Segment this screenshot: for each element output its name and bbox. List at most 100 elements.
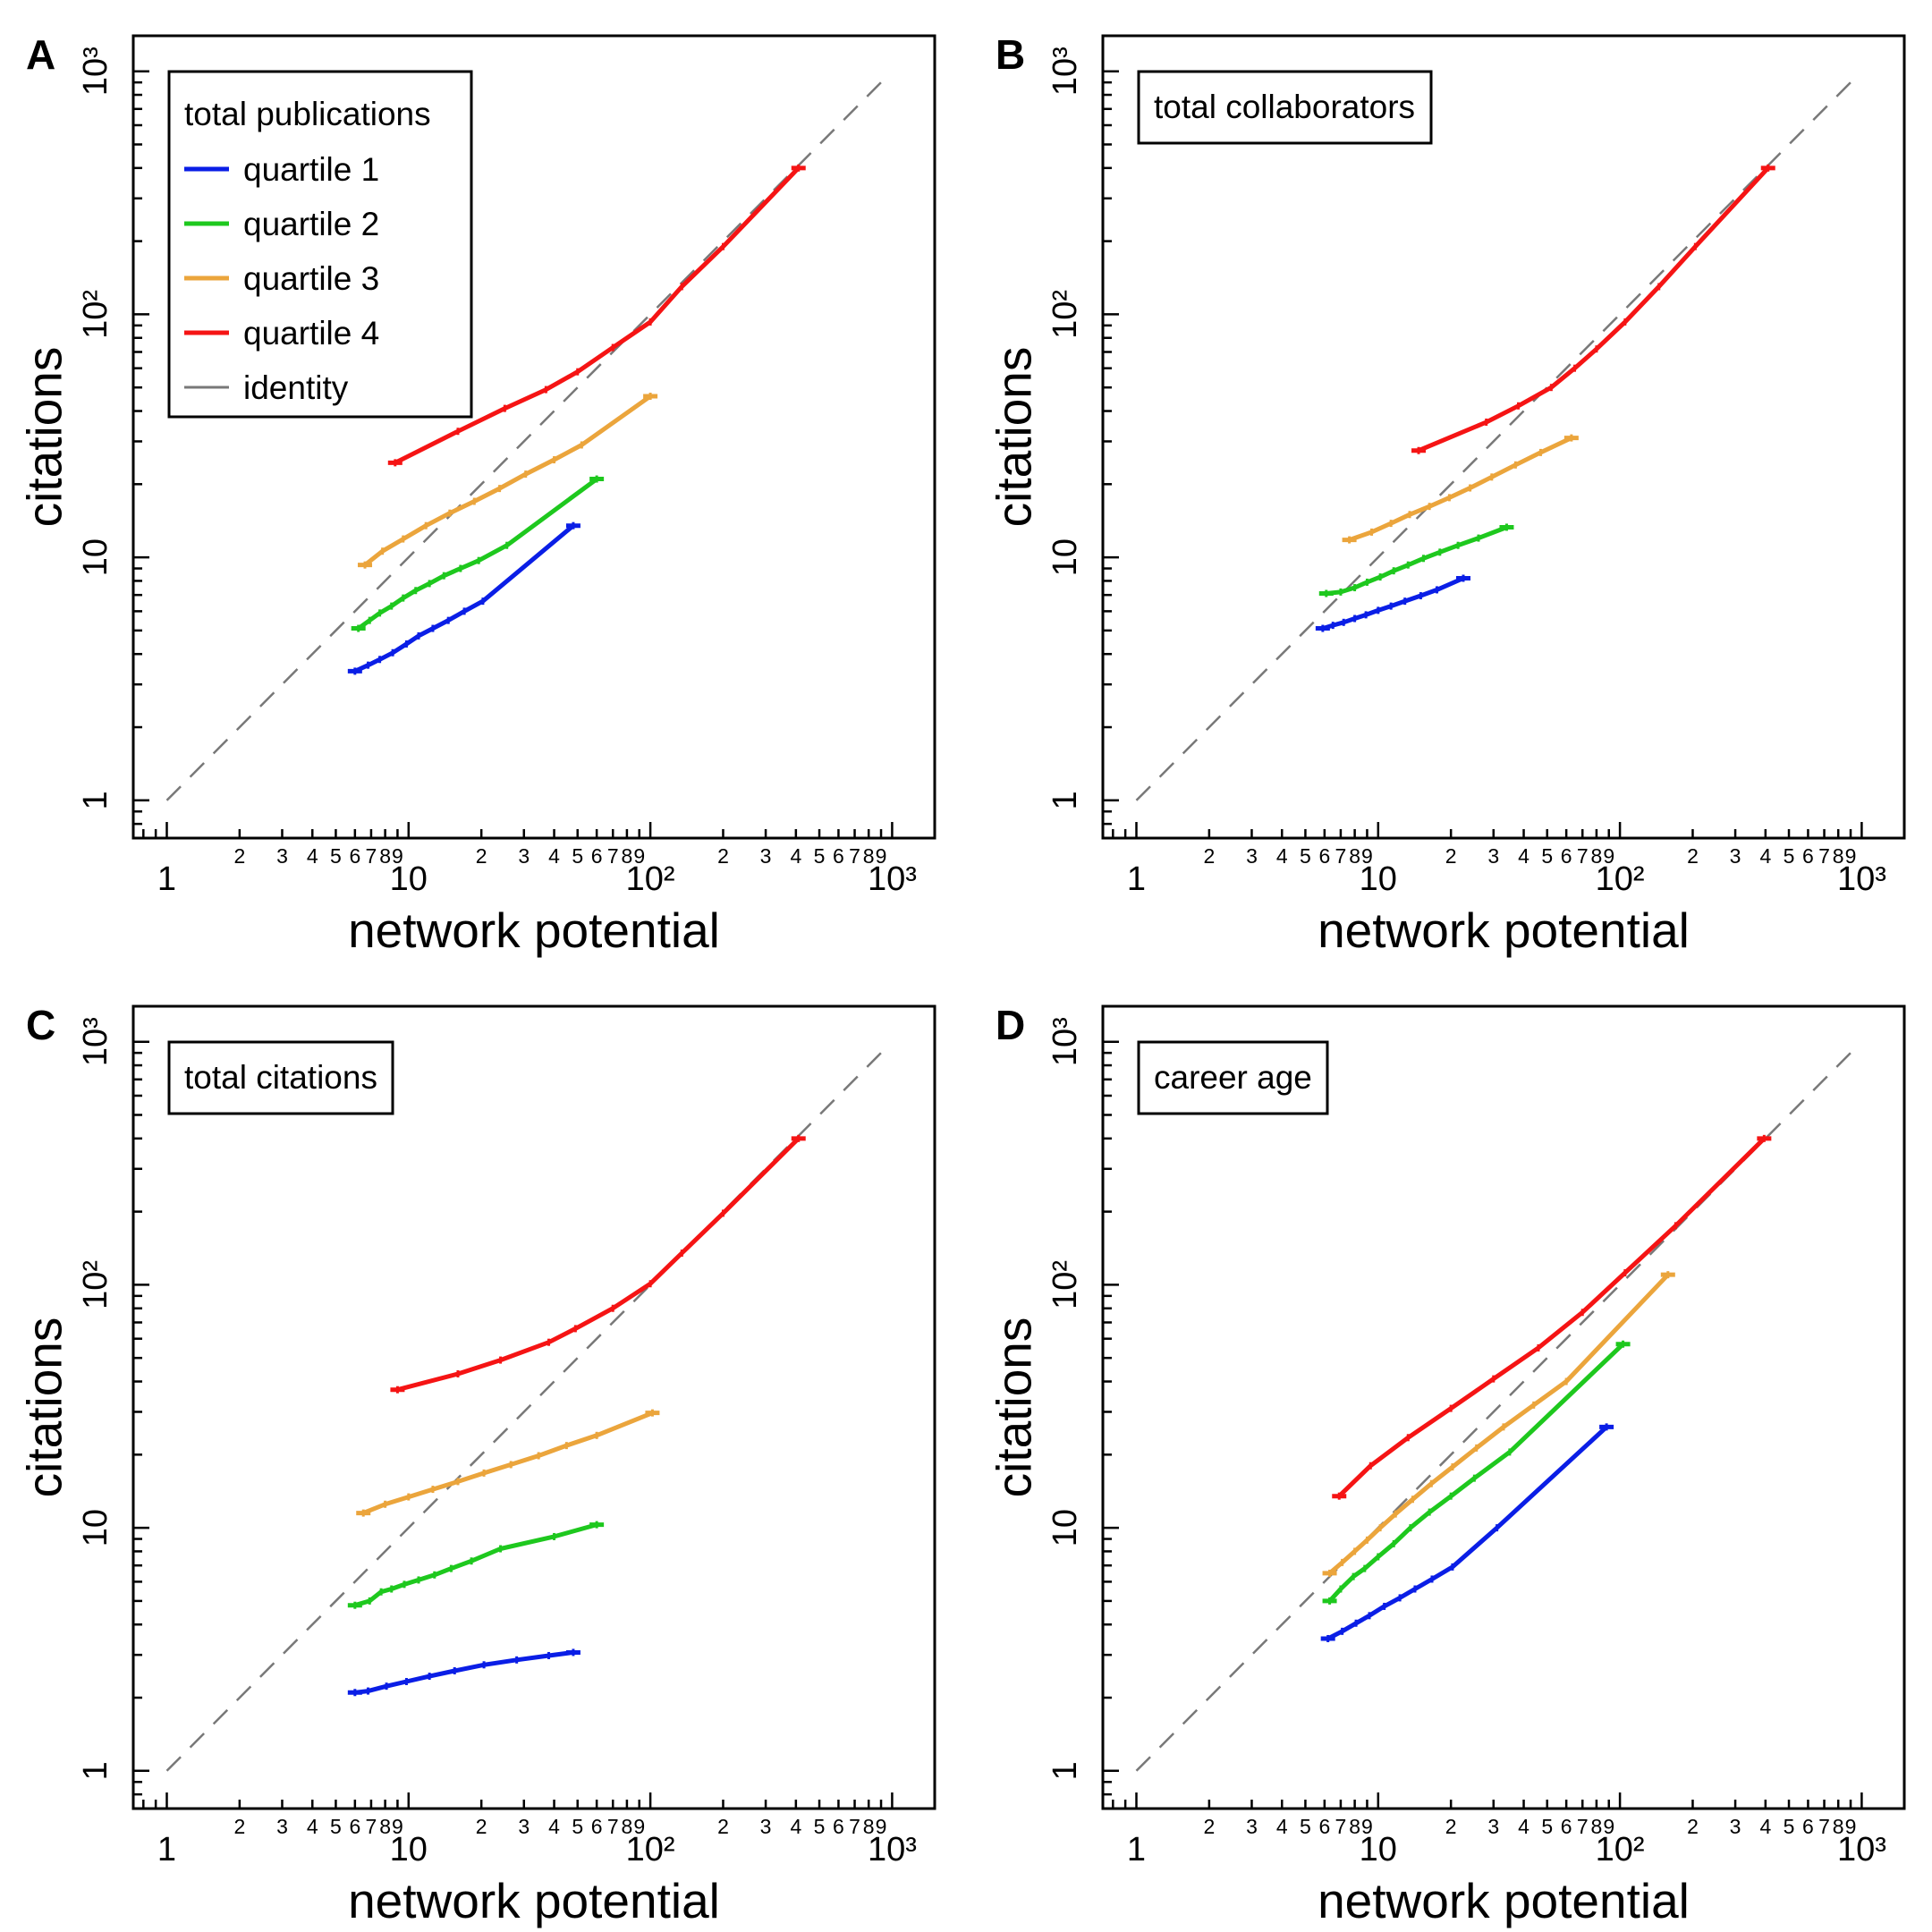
y-tick-label: 10³: [1046, 1017, 1084, 1066]
chart-title: career age: [1154, 1059, 1312, 1096]
x-minor-tick-label: 8: [1591, 844, 1603, 868]
series-line-quartile-2: [354, 1522, 597, 1608]
x-minor-tick-label: 9: [876, 1815, 887, 1838]
y-tick-label: 10²: [77, 1260, 114, 1309]
series-quartile-2: [1322, 1340, 1631, 1605]
series-line-quartile-2: [1327, 1342, 1625, 1603]
x-tick-label: 10: [1360, 1831, 1397, 1868]
x-minor-tick-label: 3: [518, 844, 530, 868]
x-tick-label: 1: [157, 860, 176, 898]
x-minor-tick-label: 3: [1730, 844, 1741, 868]
x-tick-label: 10³: [868, 860, 917, 898]
x-minor-tick-label: 2: [717, 1815, 729, 1838]
x-minor-tick-label: 3: [518, 1815, 530, 1838]
x-minor-tick-label: 3: [1246, 1815, 1258, 1838]
panel-letter: C: [26, 1002, 55, 1048]
x-minor-tick-label: 7: [1818, 1815, 1830, 1838]
plot-frame: [1101, 1004, 1906, 1810]
x-minor-tick-label: 3: [1730, 1815, 1741, 1838]
x-minor-tick-label: 5: [572, 844, 583, 868]
x-minor-tick-label: 8: [622, 1815, 633, 1838]
series-quartile-4: [1411, 164, 1775, 454]
legend-box: [167, 70, 473, 419]
panel-d: D2 3 4 5 6 7 8 9 2 3 4 5 6 7 8 9 2 3 4 5 6 7 8 91 10 10² 10³11010²…: [987, 1002, 1906, 1928]
series-quartile-2: [347, 1521, 605, 1609]
legend-label: quartile 4: [243, 315, 379, 352]
x-minor-tick-label: 2: [717, 844, 729, 868]
x-minor-tick-label: 4: [1518, 844, 1530, 868]
x-minor-tick-label: 8: [379, 1815, 391, 1838]
x-minor-tick-label: 9: [633, 844, 645, 868]
title-box: total collaborators: [1137, 70, 1433, 145]
x-minor-tick-label: 7: [849, 844, 860, 868]
series-quartile-3: [356, 1409, 660, 1517]
y-tick-label: 10³: [77, 47, 114, 96]
x-minor-tick-label: 8: [622, 844, 633, 868]
x-tick-label: 10³: [1837, 1831, 1886, 1868]
x-minor-tick-label: 6: [349, 844, 360, 868]
series-line-quartile-4: [1337, 1137, 1767, 1498]
legend-label: identity: [243, 369, 349, 406]
x-minor-tick-label: 4: [1759, 844, 1771, 868]
chart-title: total collaborators: [1154, 89, 1415, 125]
x-ticks: 2 3 4 5 6 7 8 9 2 3 4 5 6 7 8 9 2 3 4 5 6 7 8 91 10 10² 10³: [1112, 1792, 1886, 1868]
panel-letter: A: [26, 31, 55, 78]
x-minor-tick-label: 3: [1246, 844, 1258, 868]
x-minor-tick-label: 7: [607, 844, 619, 868]
series-line-quartile-3: [363, 394, 652, 567]
x-minor-tick-label: 2: [476, 1815, 487, 1838]
series-quartile-1: [347, 521, 580, 675]
panel-letter: D: [996, 1002, 1025, 1048]
x-tick-label: 10³: [868, 1831, 917, 1868]
plot-frame: [131, 1004, 936, 1810]
x-minor-tick-label: 7: [849, 1815, 860, 1838]
y-axis-label: citations: [987, 1318, 1042, 1498]
legend-label: quartile 2: [243, 206, 379, 242]
x-ticks: 2 3 4 5 6 7 8 9 2 3 4 5 6 7 8 9 2 3 4 5 6 7 8 91 10 10² 10³: [142, 1792, 917, 1868]
series-quartile-2: [1318, 523, 1514, 597]
series-line-quartile-1: [354, 1649, 574, 1695]
x-minor-tick-label: 3: [760, 844, 772, 868]
x-minor-tick-label: 9: [392, 844, 403, 868]
x-minor-tick-label: 3: [1487, 844, 1499, 868]
x-minor-tick-label: 5: [1784, 844, 1795, 868]
x-minor-tick-label: 7: [1335, 1815, 1347, 1838]
x-minor-tick-label: 4: [1518, 1815, 1530, 1838]
y-ticks: 1 10 10² 10³: [1046, 1017, 1119, 1810]
series-line-quartile-4: [396, 1137, 801, 1393]
x-tick-label: 10: [390, 860, 428, 898]
legend-label: quartile 1: [243, 151, 379, 188]
x-minor-tick-label: 3: [276, 844, 288, 868]
y-tick-label: 10: [1046, 1509, 1084, 1546]
y-axis-label: citations: [17, 347, 72, 528]
x-minor-tick-label: 6: [1318, 844, 1330, 868]
x-minor-tick-label: 9: [1603, 844, 1614, 868]
series-line-quartile-4: [1418, 166, 1770, 453]
x-minor-tick-label: 5: [1300, 1815, 1311, 1838]
y-tick-label: 1: [77, 791, 114, 809]
x-tick-label: 1: [1127, 860, 1146, 898]
series-quartile-4: [1332, 1134, 1772, 1500]
y-tick-label: 10: [77, 538, 114, 576]
y-tick-label: 10: [1046, 538, 1084, 576]
x-minor-tick-label: 5: [1541, 1815, 1553, 1838]
plot-frame: [131, 34, 936, 840]
title-box-frame: [1137, 1040, 1329, 1115]
series-quartile-1: [1320, 1423, 1614, 1642]
x-minor-tick-label: 6: [1561, 1815, 1572, 1838]
x-minor-tick-label: 7: [366, 844, 377, 868]
series-quartile-4: [390, 1134, 806, 1394]
x-tick-label: 10²: [626, 860, 675, 898]
x-ticks: 2 3 4 5 6 7 8 9 2 3 4 5 6 7 8 9 2 3 4 5 6 7 8 91 10 10² 10³: [1112, 822, 1886, 898]
x-minor-tick-label: 9: [1603, 1815, 1614, 1838]
identity-line: [165, 81, 882, 801]
x-minor-tick-label: 6: [1802, 1815, 1814, 1838]
series-quartile-4: [387, 164, 806, 467]
x-axis-label: network potential: [348, 902, 720, 958]
series-line-quartile-3: [1348, 436, 1572, 542]
x-axis-label: network potential: [1318, 1873, 1690, 1928]
y-ticks: 1 10 10² 10³: [1046, 47, 1119, 840]
identity-line: [1135, 81, 1852, 801]
title-box: career age: [1137, 1040, 1329, 1115]
